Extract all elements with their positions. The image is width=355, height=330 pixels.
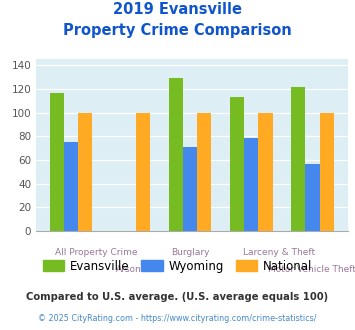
Bar xyxy=(78,113,92,231)
Legend: Evansville, Wyoming, National: Evansville, Wyoming, National xyxy=(38,255,317,278)
Bar xyxy=(320,113,334,231)
Bar xyxy=(258,113,273,231)
Text: All Property Crime: All Property Crime xyxy=(55,248,138,257)
Bar xyxy=(244,138,258,231)
Text: Property Crime Comparison: Property Crime Comparison xyxy=(63,23,292,38)
Text: © 2025 CityRating.com - https://www.cityrating.com/crime-statistics/: © 2025 CityRating.com - https://www.city… xyxy=(38,314,317,323)
Text: 2019 Evansville: 2019 Evansville xyxy=(113,2,242,16)
Bar xyxy=(197,113,211,231)
Bar xyxy=(50,92,64,231)
Text: Arson: Arson xyxy=(116,265,142,274)
Text: Burglary: Burglary xyxy=(171,248,209,257)
Text: Larceny & Theft: Larceny & Theft xyxy=(242,248,315,257)
Text: Compared to U.S. average. (U.S. average equals 100): Compared to U.S. average. (U.S. average … xyxy=(26,292,329,302)
Bar xyxy=(305,164,320,231)
Bar xyxy=(169,78,183,231)
Text: Motor Vehicle Theft: Motor Vehicle Theft xyxy=(268,265,355,274)
Bar xyxy=(183,147,197,231)
Bar xyxy=(64,142,78,231)
Bar xyxy=(291,86,305,231)
Bar xyxy=(230,97,244,231)
Bar xyxy=(136,113,150,231)
